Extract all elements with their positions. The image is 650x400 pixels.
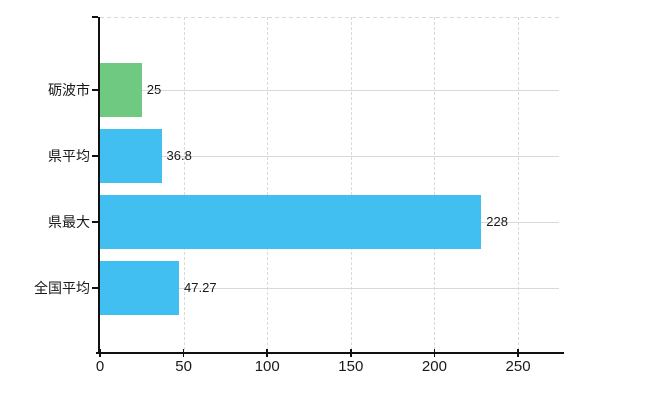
plot-top-border: [100, 17, 559, 18]
x-tick-label: 200: [421, 358, 447, 375]
gridline-horizontal: [101, 90, 559, 91]
value-label: 36.8: [166, 148, 192, 163]
category-label: 県最大: [48, 214, 90, 230]
y-axis-top-tick: [92, 16, 98, 18]
category-label: 県平均: [48, 148, 90, 164]
gridline-horizontal: [101, 288, 559, 289]
x-tick-label: 250: [505, 358, 531, 375]
x-axis-tick: [182, 348, 185, 357]
category-label: 砺波市: [48, 82, 90, 98]
value-label: 25: [146, 82, 162, 97]
y-axis-tick: [92, 221, 98, 223]
x-axis-tick: [99, 348, 101, 357]
bar: [100, 261, 180, 315]
bar: [100, 63, 142, 117]
y-axis-tick: [92, 89, 98, 91]
x-axis-tick: [433, 348, 436, 357]
x-axis-tick: [266, 348, 268, 357]
category-label: 全国平均: [34, 280, 90, 296]
y-axis-tick: [92, 287, 98, 289]
gridline-vertical: [350, 17, 352, 352]
x-axis: [96, 352, 564, 354]
x-tick-label: 100: [254, 358, 280, 375]
y-axis: [98, 17, 100, 353]
value-label: 47.27: [184, 280, 217, 295]
x-tick-label: 0: [95, 358, 105, 375]
gridline-vertical: [434, 17, 436, 352]
gridline-vertical: [518, 17, 520, 352]
x-tick-label: 150: [338, 358, 364, 375]
x-axis-tick: [517, 348, 519, 357]
x-axis-tick: [350, 348, 352, 357]
gridline-vertical: [267, 17, 269, 352]
x-tick-label: 50: [175, 358, 192, 375]
gridline-horizontal: [101, 156, 559, 157]
bar: [100, 129, 162, 183]
gridline-vertical: [183, 17, 185, 352]
value-label: 228: [486, 214, 508, 229]
bar: [100, 195, 482, 249]
y-axis-tick: [92, 155, 98, 157]
